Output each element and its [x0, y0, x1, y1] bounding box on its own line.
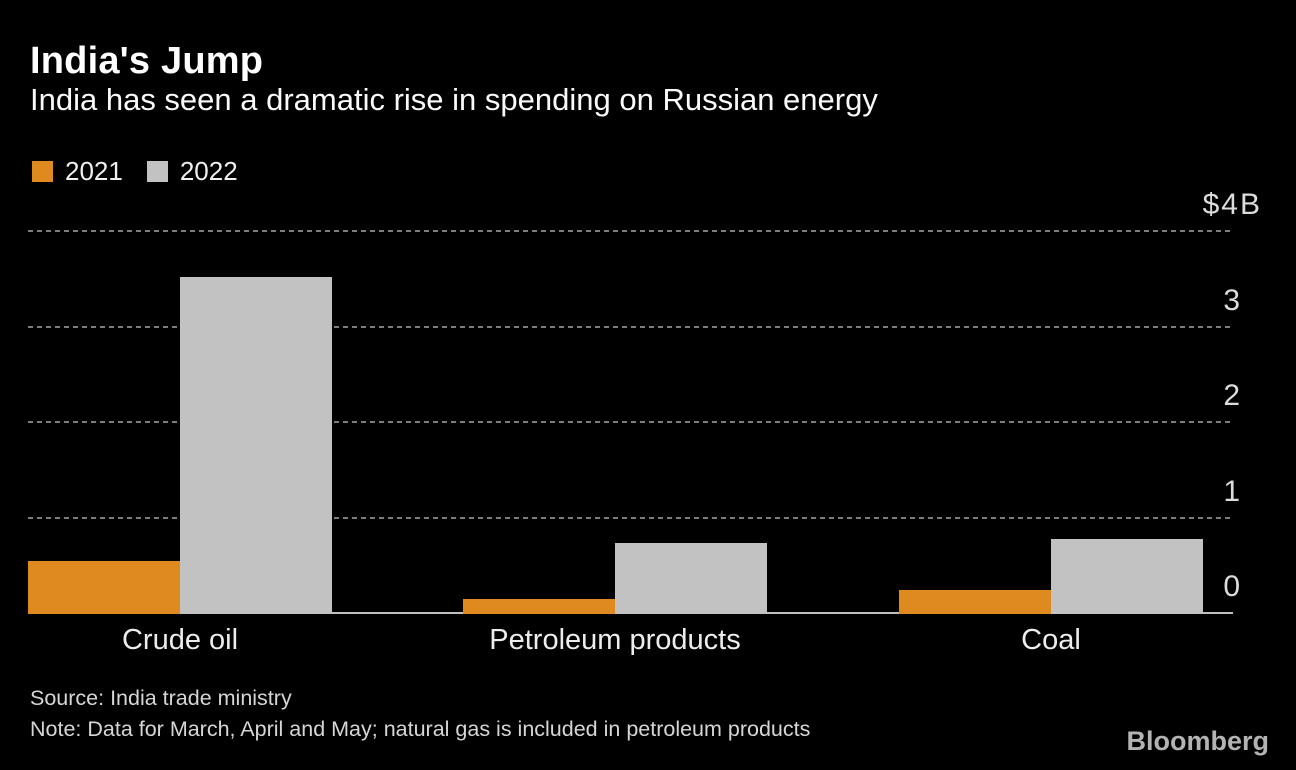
bar-petroleum-products-2021 — [463, 598, 615, 614]
x-axis-label-coal: Coal — [1021, 624, 1081, 656]
gridline-1 — [28, 516, 1233, 519]
gridline-4b — [28, 230, 1233, 232]
y-axis-label-0: 0 — [1223, 570, 1240, 603]
legend-swatch-2021 — [32, 161, 53, 182]
y-axis-label-1: 1 — [1223, 474, 1240, 508]
bar-coal-2021 — [899, 590, 1051, 614]
legend: 2021 2022 — [32, 156, 238, 187]
chart-title: India's Jump — [30, 40, 264, 82]
x-axis-label-petroleum-products: Petroleum products — [489, 624, 741, 656]
legend-item-2022: 2022 — [146, 156, 238, 187]
gridline-2 — [28, 421, 1233, 423]
bar-crude-oil-2022 — [180, 276, 332, 614]
gridline-3 — [28, 325, 1233, 328]
bar-crude-oil-2021 — [28, 561, 180, 614]
legend-item-2021: 2021 — [32, 156, 123, 187]
legend-swatch-2022 — [146, 161, 168, 182]
y-axis-label-4b: $4B — [1202, 188, 1262, 221]
bar-petroleum-products-2022 — [615, 543, 767, 614]
footnote: Note: Data for March, April and May; nat… — [30, 717, 811, 741]
y-axis-label-3: 3 — [1223, 283, 1240, 317]
bar-coal-2022 — [1051, 538, 1203, 614]
source-note: Source: India trade ministry — [30, 686, 292, 710]
bloomberg-logo: Bloomberg — [1126, 726, 1269, 756]
legend-label-2021: 2021 — [65, 156, 123, 186]
y-axis-label-2: 2 — [1223, 379, 1240, 412]
chart-subtitle: India has seen a dramatic rise in spendi… — [30, 82, 878, 117]
x-axis-label-crude-oil: Crude oil — [121, 624, 239, 656]
legend-label-2022: 2022 — [179, 156, 238, 186]
